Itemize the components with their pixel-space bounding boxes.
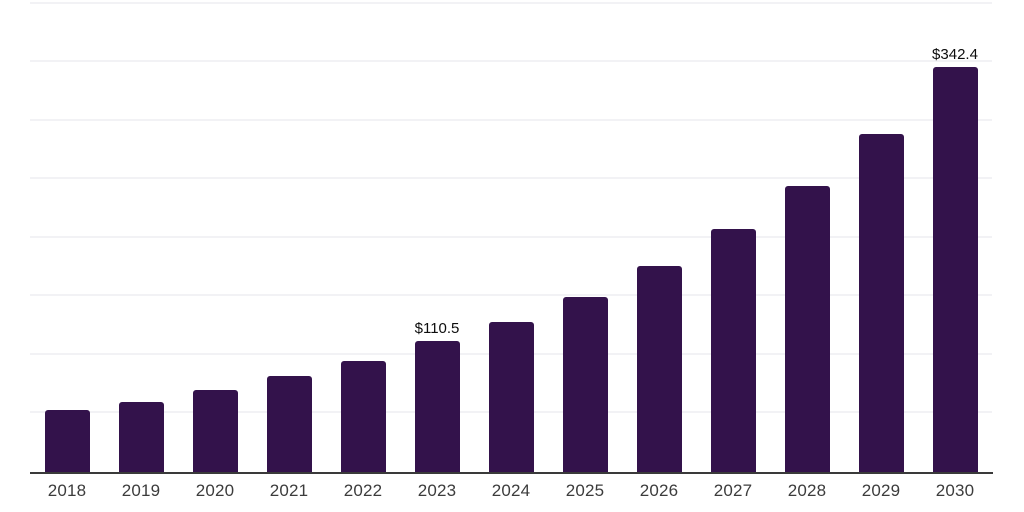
bar-slot [252,4,326,472]
bar-slot: $110.5 [400,4,474,472]
bar-2020 [192,390,238,472]
bar-2022 [340,361,386,472]
x-tick-label: 2022 [343,481,383,500]
x-tick-label: 2030 [935,481,975,500]
x-tick-label: 2027 [713,481,753,500]
gridline [30,235,992,238]
bar-2029 [858,134,904,472]
bar-slot [178,4,252,472]
x-tick-label: 2028 [787,481,827,500]
bar-slot [844,4,918,472]
x-tick-label: 2026 [639,481,679,500]
bar-slot [770,4,844,472]
gridline [30,60,992,63]
x-axis-tick-labels: 2018 2019 2020 2021 2022 2023 2024 2025 2026 2027… [30,482,992,500]
x-tick-label: 2025 [565,481,605,500]
bar-2030 [932,67,978,472]
bar-value-label: $342.4 [932,46,978,63]
bar-slot [104,4,178,472]
bar-2028 [784,186,830,472]
x-tick-label: 2021 [269,481,309,500]
bar-2027 [710,229,756,472]
bar-2026 [636,266,682,472]
bar-2023 [414,341,460,472]
x-axis-line [30,472,993,474]
bar-2019 [118,401,164,472]
plot-area: $110.5 $342.4 [30,2,993,474]
x-tick-label: 2029 [861,481,901,500]
bar-2021 [266,375,312,472]
bar-slot [622,4,696,472]
bar-2024 [488,322,534,472]
bar-slot [548,4,622,472]
bar-slot [326,4,400,472]
gridline [30,177,992,180]
bar-slot [474,4,548,472]
bar-value-label: $110.5 [414,320,460,338]
bars-container: $110.5 $342.4 [30,4,992,472]
bar-slot [696,4,770,472]
gridline [30,118,992,121]
bar-2018 [44,410,90,472]
x-tick-label: 2023 [417,481,457,500]
x-tick-label: 2020 [195,481,235,500]
bar-slot [30,4,104,472]
bar-2025 [562,297,608,472]
x-tick-label: 2024 [491,481,531,500]
bar-slot: $342.4 [918,4,992,472]
x-tick-label: 2019 [121,481,161,500]
x-tick-label: 2018 [47,481,87,500]
gridline [30,294,992,297]
